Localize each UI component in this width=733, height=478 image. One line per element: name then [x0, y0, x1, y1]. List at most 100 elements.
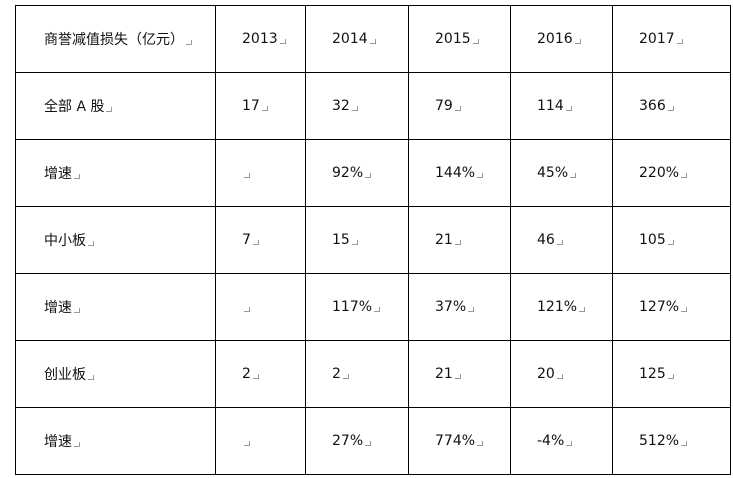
cell-text: 2	[332, 366, 341, 382]
paragraph-mark	[88, 375, 94, 380]
paragraph-mark	[186, 40, 192, 45]
table-cell: 17	[215, 72, 306, 140]
cell-text: 全部 A 股	[44, 99, 105, 115]
table-row: 中小板 7 15 21 46 105	[15, 206, 731, 274]
cell-text: 144%	[435, 165, 476, 181]
table-cell: 2	[305, 340, 409, 408]
paragraph-mark	[244, 173, 250, 178]
cell-text: 114	[537, 98, 564, 114]
cell-text: 21	[435, 366, 453, 382]
paragraph-mark	[365, 441, 372, 446]
header-title: 商誉减值损失（亿元）	[15, 5, 216, 73]
paragraph-mark	[365, 173, 372, 178]
cell-text: 2	[242, 366, 251, 382]
paragraph-mark	[74, 442, 80, 447]
row-label: 创业板	[15, 340, 216, 408]
table-cell: 105	[612, 206, 731, 274]
cell-text: 27%	[332, 433, 364, 449]
table-cell: 117%	[305, 273, 409, 341]
table-cell: 125	[612, 340, 731, 408]
header-row: 商誉减值损失（亿元） 2013 2014 2015 2016 2017	[15, 5, 731, 73]
header-year: 2017	[612, 5, 731, 73]
paragraph-mark	[477, 441, 484, 446]
cell-text: 79	[435, 98, 453, 114]
cell-text: 45%	[537, 165, 569, 181]
paragraph-mark	[681, 173, 688, 178]
table-cell: 774%	[408, 407, 511, 475]
paragraph-mark	[579, 307, 586, 312]
cell-text: 中小板	[44, 233, 86, 249]
paragraph-mark	[244, 307, 250, 312]
cell-text: 商誉减值损失（亿元）	[44, 32, 184, 48]
cell-text: 220%	[639, 165, 680, 181]
paragraph-mark	[74, 308, 80, 313]
row-label: 中小板	[15, 206, 216, 274]
header-year: 2016	[510, 5, 613, 73]
table-body: 商誉减值损失（亿元） 2013 2014 2015 2016 2017 全部 A 股 17 32…	[15, 5, 731, 475]
cell-text: 121%	[537, 299, 578, 315]
paragraph-mark	[74, 174, 80, 179]
table-row: 增速 27% 774% -4% 512%	[15, 407, 731, 475]
cell-text: 21	[435, 232, 453, 248]
paragraph-mark	[374, 307, 381, 312]
cell-text: 366	[639, 98, 666, 114]
paragraph-mark	[667, 106, 674, 111]
paragraph-mark	[351, 106, 358, 111]
table-cell: 32	[305, 72, 409, 140]
cell-text: 774%	[435, 433, 476, 449]
cell-text: 2013	[242, 31, 278, 47]
cell-text: 105	[639, 232, 666, 248]
header-year: 2015	[408, 5, 511, 73]
row-label: 增速	[15, 139, 216, 207]
cell-text: 17	[242, 98, 260, 114]
table-cell: 27%	[305, 407, 409, 475]
paragraph-mark	[477, 173, 484, 178]
table-cell: 366	[612, 72, 731, 140]
header-year: 2014	[305, 5, 409, 73]
paragraph-mark	[252, 374, 259, 379]
table-cell: -4%	[510, 407, 613, 475]
table-cell: 144%	[408, 139, 511, 207]
paragraph-mark	[681, 441, 688, 446]
table-cell: 512%	[612, 407, 731, 475]
cell-text: 127%	[639, 299, 680, 315]
cell-text: 117%	[332, 299, 373, 315]
cell-text: 125	[639, 366, 666, 382]
cell-text: 46	[537, 232, 555, 248]
cell-text: 2016	[537, 31, 573, 47]
paragraph-mark	[342, 374, 349, 379]
cell-text: 7	[242, 232, 251, 248]
table-row: 增速 92% 144% 45% 220%	[15, 139, 731, 207]
cell-text: 2017	[639, 31, 675, 47]
table-cell: 121%	[510, 273, 613, 341]
cell-text: -4%	[537, 433, 565, 449]
paragraph-mark	[279, 39, 286, 44]
table-cell: 114	[510, 72, 613, 140]
paragraph-mark	[454, 240, 461, 245]
paragraph-mark	[468, 307, 475, 312]
table-row: 创业板 2 2 21 20 125	[15, 340, 731, 408]
paragraph-mark	[106, 107, 113, 112]
header-year: 2013	[215, 5, 306, 73]
cell-text: 32	[332, 98, 350, 114]
cell-text: 20	[537, 366, 555, 382]
row-label: 增速	[15, 273, 216, 341]
table-cell: 46	[510, 206, 613, 274]
table-cell: 79	[408, 72, 511, 140]
cell-text: 512%	[639, 433, 680, 449]
table-cell	[215, 139, 306, 207]
table-cell: 2	[215, 340, 306, 408]
paragraph-mark	[574, 39, 581, 44]
data-table: 商誉减值损失（亿元） 2013 2014 2015 2016 2017 全部 A 股 17 32…	[15, 5, 731, 475]
paragraph-mark	[369, 39, 376, 44]
table-row: 全部 A 股 17 32 79 114 366	[15, 72, 731, 140]
table-cell: 92%	[305, 139, 409, 207]
paragraph-mark	[667, 374, 674, 379]
table-cell: 127%	[612, 273, 731, 341]
cell-text: 15	[332, 232, 350, 248]
paragraph-mark	[566, 441, 573, 446]
paragraph-mark	[454, 374, 461, 379]
table-container: 商誉减值损失（亿元） 2013 2014 2015 2016 2017 全部 A 股 17 32…	[15, 5, 731, 475]
row-label: 增速	[15, 407, 216, 475]
